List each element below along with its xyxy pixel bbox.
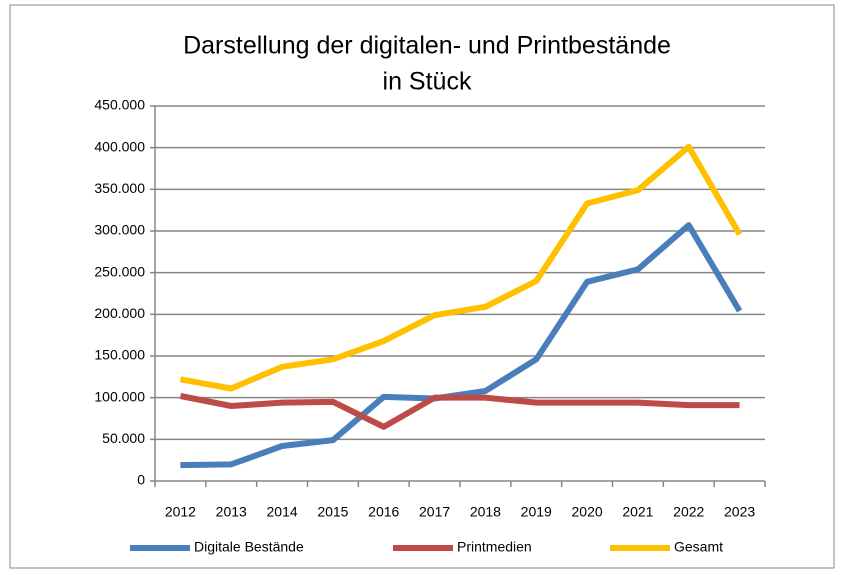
y-tick-label: 300.000 xyxy=(94,222,145,238)
chart-title: Darstellung der digitalen- und Printbest… xyxy=(183,32,671,60)
x-tick-label: 2013 xyxy=(216,504,247,520)
y-tick-label: 0 xyxy=(137,472,145,488)
series-line xyxy=(179,393,740,430)
y-tick-label: 150.000 xyxy=(94,347,145,363)
x-tick-label: 2020 xyxy=(572,504,603,520)
x-tick-label: 2015 xyxy=(317,504,348,520)
x-tick-label: 2016 xyxy=(368,504,399,520)
x-tick-label: 2022 xyxy=(673,504,704,520)
x-tick-label: 2018 xyxy=(470,504,501,520)
x-tick-label: 2021 xyxy=(622,504,653,520)
series-line xyxy=(179,143,743,392)
chart-border xyxy=(9,4,835,569)
y-tick-label: 100.000 xyxy=(94,388,145,404)
y-tick-label: 50.000 xyxy=(102,430,145,446)
legend-label: Gesamt xyxy=(674,539,723,555)
y-tick-label: 200.000 xyxy=(94,305,145,321)
y-tick-label: 350.000 xyxy=(94,180,145,196)
x-tick-label: 2023 xyxy=(724,504,755,520)
chart-title: in Stück xyxy=(383,68,472,96)
y-tick-label: 400.000 xyxy=(94,138,145,154)
x-tick-label: 2019 xyxy=(521,504,552,520)
legend-label: Printmedien xyxy=(457,539,532,555)
x-tick-label: 2017 xyxy=(419,504,450,520)
y-tick-label: 450.000 xyxy=(94,97,145,113)
x-tick-label: 2014 xyxy=(267,504,298,520)
y-tick-label: 250.000 xyxy=(94,263,145,279)
x-tick-label: 2012 xyxy=(165,504,196,520)
legend-label: Digitale Bestände xyxy=(194,539,304,555)
